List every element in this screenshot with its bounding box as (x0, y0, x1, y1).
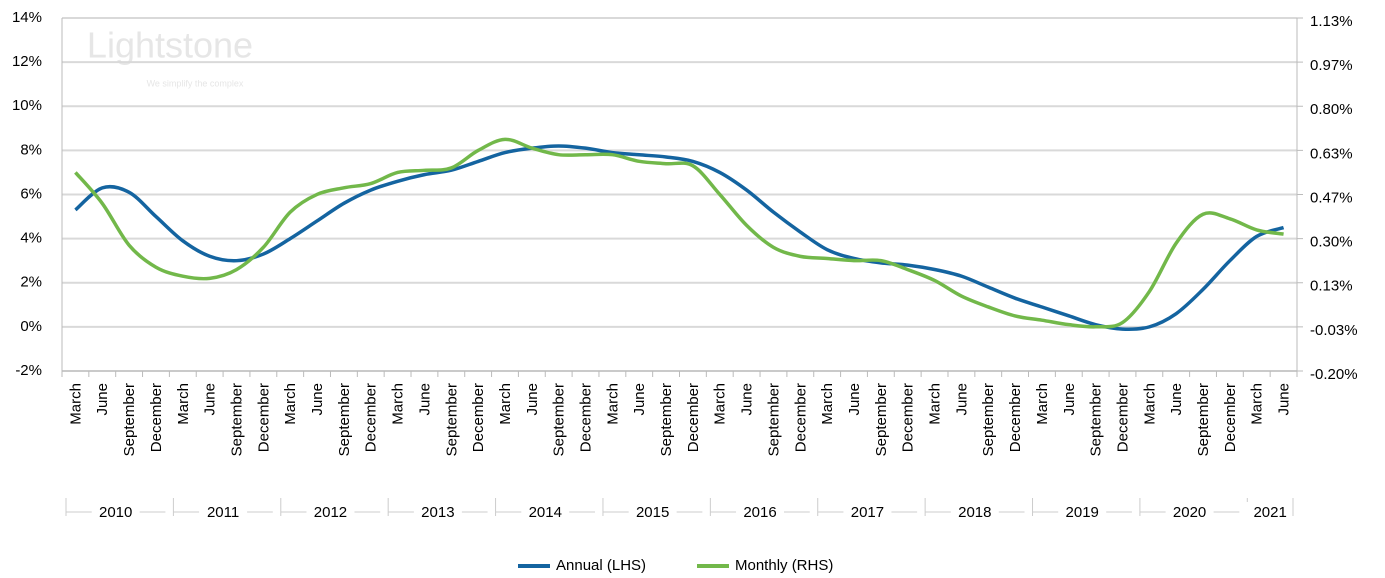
x-tick-label: June (1276, 383, 1293, 416)
watermark-title: Lightstone (87, 25, 253, 66)
y-tick-label: 4% (20, 230, 42, 247)
y-tick-label: 0% (20, 318, 42, 335)
group-label-bg (199, 502, 248, 522)
group-label-bg (628, 502, 677, 522)
x-tick-label: June (1061, 383, 1078, 416)
x-tick-label: June (846, 383, 863, 416)
x-tick-label: June (94, 383, 111, 416)
x-tick-label: March (497, 383, 514, 425)
x-group-label: 2011 (207, 504, 239, 521)
y2-tick-label: 0.30% (1310, 234, 1353, 251)
group-label-bg (91, 502, 140, 522)
group-label-bg (736, 502, 785, 522)
x-tick-label: March (604, 383, 621, 425)
x-tick-label: December (363, 383, 380, 452)
x-tick-label: December (792, 383, 809, 452)
x-tick-label: September (228, 383, 245, 456)
y-tick-label: 6% (20, 185, 42, 202)
x-tick-label: June (953, 383, 970, 416)
x-tick-label: September (980, 383, 997, 456)
x-group-label: 2012 (314, 504, 347, 521)
group-label-bg (1058, 502, 1107, 522)
x-tick-label: March (927, 383, 944, 425)
x-group-label: 2010 (99, 504, 132, 521)
x-group-label: 2014 (529, 504, 562, 521)
series-line (74, 144, 1285, 332)
x-tick-label: March (819, 383, 836, 425)
y2-tick-label: -0.20% (1310, 366, 1358, 383)
x-tick-label: March (1141, 383, 1158, 425)
x-tick-label: September (1088, 383, 1105, 456)
x-tick-label: June (739, 383, 756, 416)
x-tick-label: September (658, 383, 675, 456)
x-group-label: 2020 (1173, 504, 1206, 521)
x-group-label: 2019 (1066, 504, 1099, 521)
x-group-label: 2013 (421, 504, 454, 521)
group-label-bg (306, 502, 355, 522)
x-tick-label: June (631, 383, 648, 416)
y-tick-label: 8% (20, 141, 42, 158)
x-tick-label: December (255, 383, 272, 452)
y2-tick-label: -0.03% (1310, 322, 1358, 339)
x-tick-label: December (1222, 383, 1239, 452)
watermark-subtitle: We simplify the complex (147, 78, 244, 88)
y2-tick-label: 0.47% (1310, 189, 1353, 206)
y2-tick-label: 0.13% (1310, 278, 1353, 295)
group-label-bg (843, 502, 892, 522)
group-label-bg (1165, 502, 1214, 522)
group-label-bg (950, 502, 999, 522)
y-tick-label: 12% (12, 53, 42, 70)
y2-tick-label: 0.63% (1310, 145, 1353, 162)
x-tick-label: March (282, 383, 299, 425)
x-tick-label: December (1007, 383, 1024, 452)
x-tick-label: March (712, 383, 729, 425)
x-group-label: 2016 (743, 504, 776, 521)
x-tick-label: September (336, 383, 353, 456)
y2-tick-label: 1.13% (1310, 13, 1353, 30)
x-tick-label: December (578, 383, 595, 452)
x-group-label: 2021 (1253, 504, 1286, 521)
y2-tick-label: 0.80% (1310, 101, 1353, 118)
x-tick-label: September (1195, 383, 1212, 456)
x-tick-label: September (551, 383, 568, 456)
series-line (74, 137, 1284, 329)
x-tick-label: December (148, 383, 165, 452)
y-tick-label: 2% (20, 274, 42, 291)
y2-tick-label: 0.97% (1310, 57, 1353, 74)
x-group-label: 2015 (636, 504, 669, 521)
x-tick-label: June (524, 383, 541, 416)
y-tick-label: 10% (12, 97, 42, 114)
x-tick-label: March (390, 383, 407, 425)
x-group-label: 2017 (851, 504, 884, 521)
x-tick-label: March (175, 383, 192, 425)
x-tick-label: September (765, 383, 782, 456)
group-label-bg (413, 502, 462, 522)
group-label-bg (521, 502, 570, 522)
y-tick-label: 14% (12, 9, 42, 26)
x-tick-label: December (685, 383, 702, 452)
x-tick-label: March (1034, 383, 1051, 425)
x-tick-label: September (443, 383, 460, 456)
x-tick-label: March (67, 383, 84, 425)
legend-label: Monthly (RHS) (735, 557, 833, 574)
legend-label: Annual (LHS) (556, 557, 646, 574)
x-group-label: 2018 (958, 504, 991, 521)
x-tick-label: March (1249, 383, 1266, 425)
x-tick-label: June (416, 383, 433, 416)
x-tick-label: June (309, 383, 326, 416)
x-tick-label: September (873, 383, 890, 456)
group-label-bg (1246, 502, 1295, 522)
y-tick-label: -2% (15, 362, 42, 379)
x-tick-label: December (470, 383, 487, 452)
x-tick-label: September (121, 383, 138, 456)
x-tick-label: June (1168, 383, 1185, 416)
x-tick-label: June (202, 383, 219, 416)
x-tick-label: December (900, 383, 917, 452)
x-tick-label: December (1114, 383, 1131, 452)
